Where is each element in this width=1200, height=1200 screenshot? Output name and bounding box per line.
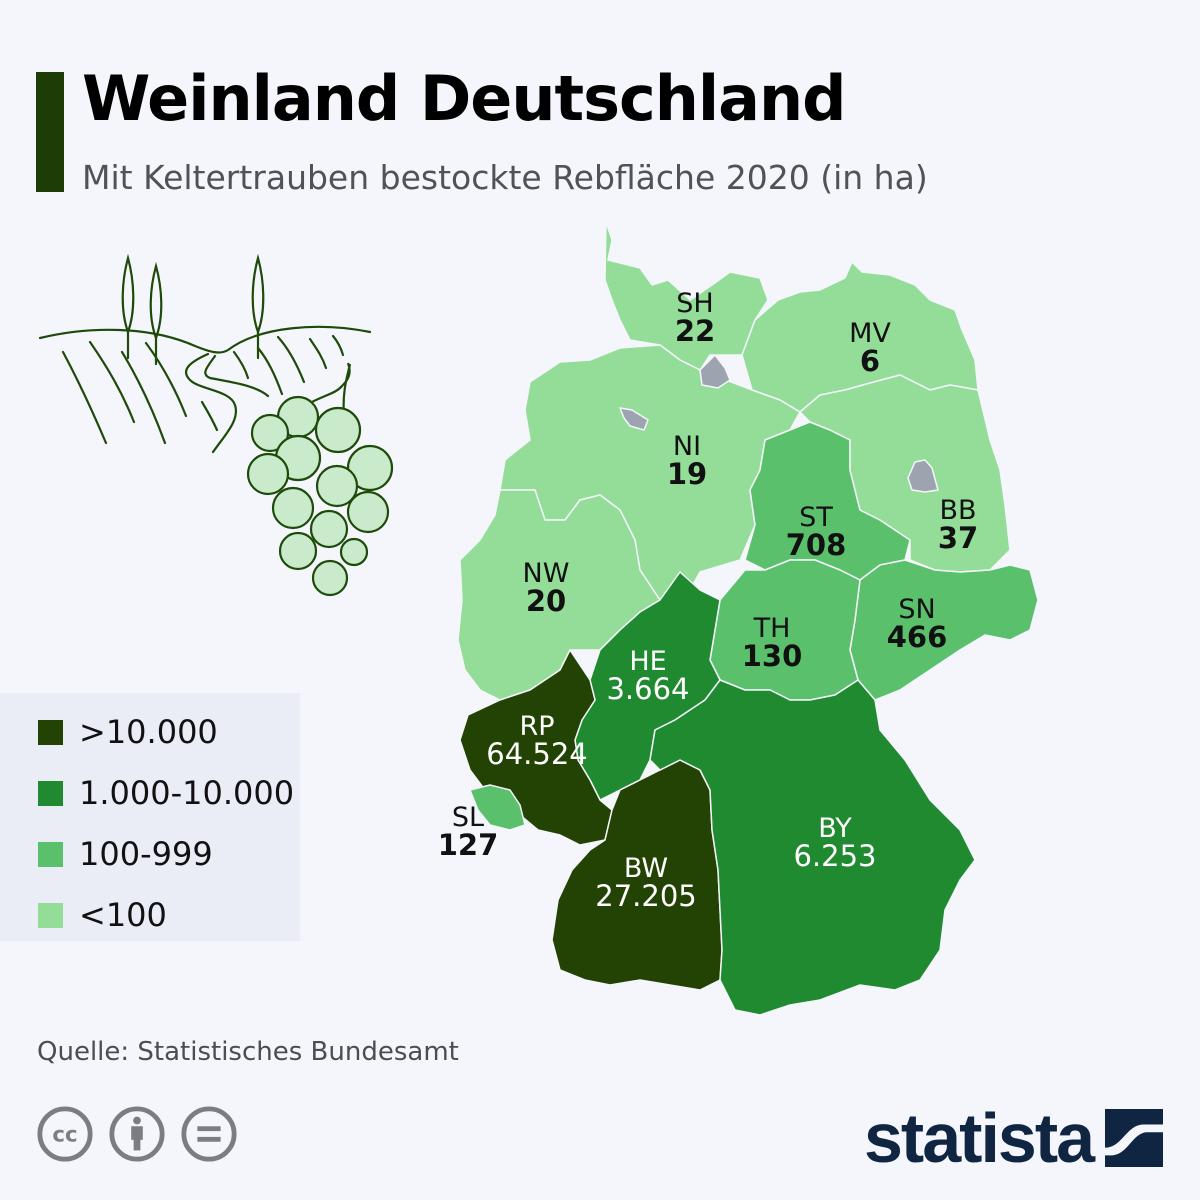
page-title: Weinland Deutschland xyxy=(82,62,847,135)
state-label-by: BY 6.253 xyxy=(793,813,877,873)
license-icons: cc xyxy=(36,1105,238,1163)
state-region-sl[interactable] xyxy=(469,784,526,831)
state-label-st: ST 708 xyxy=(785,502,847,562)
attribution-icon[interactable] xyxy=(108,1105,166,1163)
state-label-mv: MV 6 xyxy=(849,318,891,378)
vineyard-grapes-illustration xyxy=(38,253,394,597)
legend-swatch xyxy=(38,841,63,867)
state-region-sh[interactable] xyxy=(604,221,769,371)
state-label-nw: NW 20 xyxy=(522,558,570,618)
legend-item-1000-10000: 1.000-10.000 xyxy=(38,774,294,812)
legend-item-100-999: 100-999 xyxy=(38,835,213,873)
statista-logo[interactable]: statista xyxy=(864,1098,1164,1178)
source-note: Quelle: Statistisches Bundesamt xyxy=(37,1037,459,1067)
state-label-sn: SN 466 xyxy=(886,594,948,654)
city-state-hb[interactable] xyxy=(619,407,649,431)
state-label-rp: RP 64.524 xyxy=(486,711,588,771)
state-region-bb[interactable] xyxy=(799,374,1011,573)
no-derivatives-icon[interactable] xyxy=(180,1105,238,1163)
title-accent-bar xyxy=(36,72,64,192)
state-label-bw: BW 27.205 xyxy=(595,853,697,913)
germany-map xyxy=(457,221,1039,1016)
state-label-ni: NI 19 xyxy=(666,431,708,491)
state-label-bb: BB 37 xyxy=(937,495,979,555)
state-label-sh: SH 22 xyxy=(674,288,716,348)
legend-item-under-100: <100 xyxy=(38,896,167,934)
state-label-sl: SL 127 xyxy=(437,802,499,862)
statista-logo-mark-icon xyxy=(1105,1109,1164,1167)
legend-swatch xyxy=(38,902,63,928)
legend-item-over-10000: >10.000 xyxy=(38,713,218,751)
svg-text:cc: cc xyxy=(52,1123,77,1148)
legend-swatch xyxy=(38,719,63,745)
map-legend: >10.000 1.000-10.000 100-999 <100 xyxy=(0,693,300,941)
city-state-be[interactable] xyxy=(907,459,939,493)
state-label-th: TH 130 xyxy=(741,613,803,673)
city-state-hh[interactable] xyxy=(699,354,731,389)
page-subtitle: Mit Keltertrauben bestockte Rebfläche 20… xyxy=(82,158,928,197)
cc-icon[interactable]: cc xyxy=(36,1105,94,1163)
state-label-he: HE 3.664 xyxy=(606,646,690,706)
state-region-by[interactable] xyxy=(649,679,976,1016)
legend-swatch xyxy=(38,780,63,806)
